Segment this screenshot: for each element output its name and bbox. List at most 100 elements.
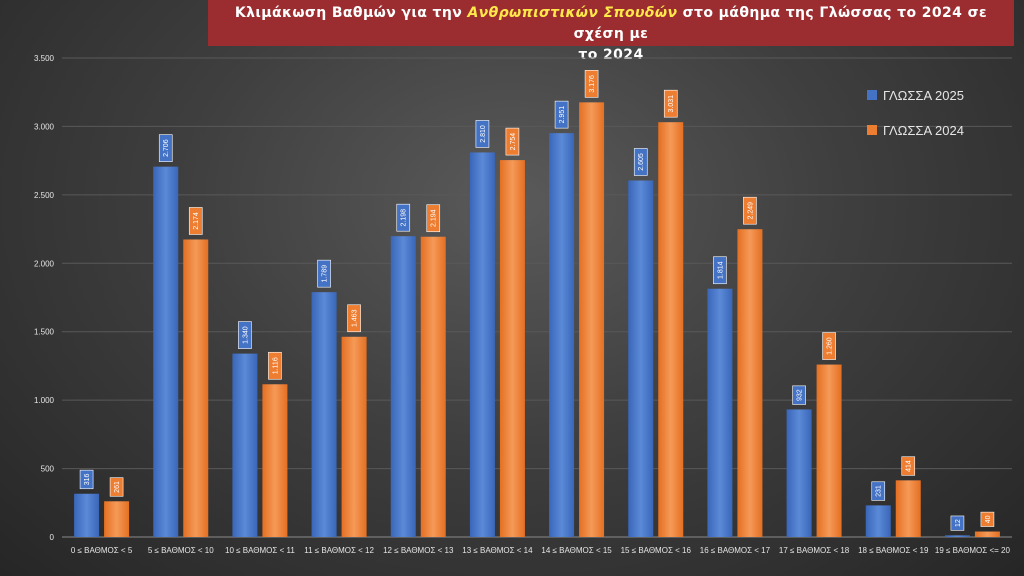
x-tick-label: 12 ≤ ΒΑΘΜΟΣ < 13: [383, 546, 454, 555]
data-label: 932: [797, 389, 804, 401]
data-labels: 316 261 2.706 2.174 1.340 1.116 1.789 1.463 2.19…: [79, 70, 995, 531]
data-label-box: [158, 134, 173, 162]
x-tick-label: 16 ≤ ΒΑΘΜΟΣ < 17: [700, 546, 771, 555]
bar: [974, 531, 1000, 537]
data-label-box: [743, 196, 757, 225]
data-label: 316: [84, 474, 91, 486]
bar: [944, 535, 970, 537]
data-label: 2.810: [480, 125, 487, 143]
legend-label: ΓΛΩΣΣΑ 2025: [883, 88, 964, 103]
data-label-box: [475, 120, 490, 148]
data-label-box: [188, 207, 203, 235]
legend: ΓΛΩΣΣΑ 2025 ΓΛΩΣΣΑ 2024: [867, 88, 964, 138]
y-tick-label: 3.000: [34, 122, 55, 131]
data-label-box: [584, 70, 599, 98]
bar: [579, 102, 605, 538]
bar: [74, 493, 100, 537]
data-label: 1.814: [717, 261, 724, 279]
gridlines: [62, 57, 1012, 538]
bar: [104, 501, 130, 537]
data-label-box: [713, 256, 727, 285]
bar: [549, 133, 575, 537]
data-label-box: [633, 148, 648, 176]
data-label: 2.754: [510, 133, 517, 151]
y-tick-label: 2.000: [34, 259, 55, 268]
data-label: 1.260: [827, 337, 834, 355]
data-label: 1.340: [242, 326, 249, 344]
data-label: 40: [985, 515, 992, 523]
y-tick-label: 0: [50, 533, 55, 542]
data-label: 2.194: [431, 209, 438, 227]
data-label-box: [268, 351, 282, 380]
bar: [786, 409, 812, 537]
data-label-box: [396, 203, 411, 232]
data-label: 1.789: [322, 265, 329, 283]
legend-swatch: [867, 90, 877, 100]
x-tick-label: 13 ≤ ΒΑΘΜΟΣ < 14: [462, 546, 533, 555]
data-label-box: [317, 259, 331, 288]
data-label: 2.174: [193, 212, 200, 230]
data-label: 3.031: [668, 95, 675, 113]
bar: [895, 480, 921, 537]
data-label: 2.706: [163, 139, 170, 157]
data-label-box: [426, 204, 441, 233]
data-label-box: [505, 127, 520, 156]
data-label: 414: [906, 460, 913, 472]
y-tick-label: 1.000: [34, 396, 55, 405]
data-label-box: [347, 304, 361, 333]
data-label-box: [980, 511, 995, 527]
x-tick-label: 11 ≤ ΒΑΘΜΟΣ < 12: [304, 546, 374, 555]
data-label: 2.605: [638, 153, 645, 171]
chart-title: Κλιμάκωση Βαθμών για την Ανθρωπιστικών Σ…: [208, 0, 1014, 63]
data-label: 1.116: [272, 357, 279, 374]
x-tick-label: 18 ≤ ΒΑΘΜΟΣ < 19: [858, 546, 929, 555]
data-label: 2.951: [559, 106, 566, 124]
bar: [737, 229, 763, 537]
data-label: 12: [955, 519, 962, 527]
data-label-box: [950, 515, 965, 531]
legend-label: ΓΛΩΣΣΑ 2024: [883, 123, 964, 138]
bar: [865, 505, 891, 537]
bar: [153, 166, 179, 538]
title-highlight: Ανθρωπιστικών Σπουδών: [467, 5, 678, 21]
y-axis: 0 500 1.000 1.500 2.000 2.500 3.000 3.500: [34, 54, 55, 542]
title-part-3: στο μάθημα της Γλώσσας το 2024 σε σχέση …: [573, 5, 988, 42]
x-tick-label: 5 ≤ ΒΑΘΜΟΣ < 10: [148, 546, 214, 555]
x-tick-label: 10 ≤ ΒΑΘΜΟΣ < 11: [225, 546, 295, 555]
bar: [628, 180, 654, 538]
data-label: 2.249: [747, 202, 754, 220]
y-tick-label: 2.500: [34, 191, 55, 200]
data-label: 2.198: [401, 209, 408, 227]
data-label-box: [871, 481, 886, 501]
data-label: 3.176: [589, 75, 596, 93]
bar: [341, 336, 367, 537]
data-label-box: [554, 100, 569, 129]
data-label: 231: [876, 485, 883, 497]
data-label: 261: [114, 481, 121, 493]
data-label-box: [901, 456, 916, 476]
legend-swatch: [867, 125, 877, 135]
data-label-box: [238, 321, 252, 349]
x-tick-label: 14 ≤ ΒΑΘΜΟΣ < 15: [541, 546, 612, 555]
bar: [707, 288, 733, 537]
x-tick-label: 19 ≤ ΒΑΘΜΟΣ <= 20: [935, 546, 1011, 555]
title-part-1: Κλιμάκωση Βαθμών για την: [234, 5, 468, 21]
x-tick-label: 0 ≤ ΒΑΘΜΟΣ < 5: [71, 546, 133, 555]
bars: [74, 102, 1000, 538]
bar: [390, 236, 416, 538]
bar: [658, 122, 684, 537]
bar: [262, 384, 288, 537]
x-tick-label: 15 ≤ ΒΑΘΜΟΣ < 16: [621, 546, 692, 555]
bar: [469, 152, 495, 537]
y-tick-label: 1.500: [34, 328, 55, 337]
y-tick-label: 3.500: [34, 54, 55, 63]
x-axis: 0 ≤ ΒΑΘΜΟΣ < 5 5 ≤ ΒΑΘΜΟΣ < 10 10 ≤ ΒΑΘΜΟΣ…: [71, 546, 1011, 555]
data-label-box: [109, 477, 124, 497]
data-label-box: [663, 89, 678, 118]
bar: [499, 160, 525, 537]
title-part-4: το 2024: [578, 47, 644, 63]
bar: [232, 353, 258, 537]
y-tick-label: 500: [41, 465, 55, 474]
data-label-box: [822, 332, 836, 360]
